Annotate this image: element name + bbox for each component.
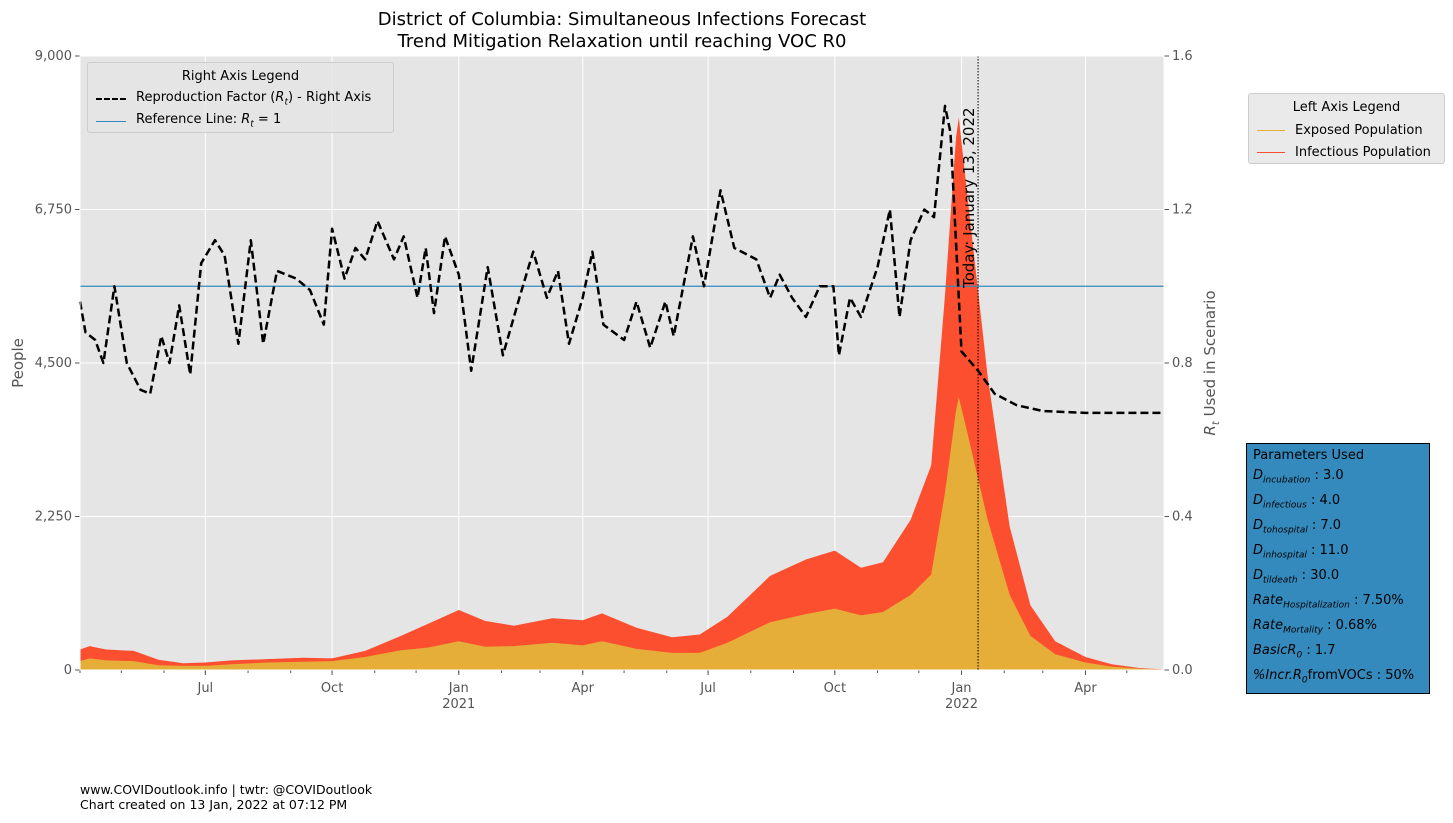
parameter-value: fromVOCs : 50% [1307,668,1415,684]
exposed-area [80,397,1164,670]
parameter-value: : 7.0 [1307,517,1342,533]
legend-label-infectious: Infectious Population [1295,144,1431,160]
parameter-subscript: 0 [1296,650,1303,661]
infectious-swatch-icon [1257,151,1285,153]
parameter-subscript: tildeath [1263,575,1298,586]
x-tick-year-label: 2021 [442,697,475,712]
y-right-tick-label: 0.0 [1172,663,1193,678]
parameters-box: Parameters Used Dincubation : 3.0 Dinfect… [1246,443,1430,695]
infectious-area [80,117,1164,670]
line-series [78,104,1164,415]
parameter-row: Dincubation : 3.0 [1253,466,1423,491]
parameter-symbol: D [1253,542,1264,558]
parameter-value: : 3.0 [1310,467,1344,483]
y-right-tick-label: 1.6 [1172,49,1193,64]
area-series [80,117,1164,670]
parameter-value: : 11.0 [1306,542,1349,558]
dashed-line-swatch-icon [96,98,126,100]
legend-label-reference: Reference Line: Rt = 1 [136,112,282,130]
parameter-subscript: incubation [1263,475,1311,486]
y-right-tick-label: 0.8 [1172,356,1193,371]
solid-line-swatch-icon [96,120,126,122]
left-axis-legend: Left Axis Legend Exposed Population Infe… [1248,93,1445,164]
parameter-row: %Incr.R0fromVOCs : 50% [1253,666,1423,691]
parameter-symbol: D [1253,492,1264,508]
parameter-symbol: Rate [1253,592,1284,608]
footer: www.COVIDoutlook.info | twtr: @COVIDoutl… [80,782,372,812]
parameter-row: Dtildeath : 30.0 [1253,566,1423,591]
plot-frame [79,55,1165,671]
footer-site: www.COVIDoutlook.info | twtr: @COVIDoutl… [80,782,373,797]
today-marker: Today: January 13, 2022 [960,56,979,670]
parameter-symbol: D [1253,567,1264,583]
x-tick-label: Apr [1074,681,1097,696]
y-left-tick-label: 2,250 [35,510,72,525]
parameter-value: : 0.68% [1322,618,1377,634]
x-tick-label: Jul [699,681,716,696]
right-axis-legend: Right Axis Legend Reproduction Factor (R… [87,62,394,133]
parameter-value: : 7.50% [1349,592,1404,608]
parameter-value: : 30.0 [1297,567,1340,583]
y-right-tick-label: 0.4 [1172,510,1193,525]
chart-subtitle: Trend Mitigation Relaxation until reachi… [397,31,847,52]
parameter-row: Dinfectious : 4.0 [1253,491,1423,516]
footer-created: Chart created on 13 Jan, 2022 at 07:12 P… [80,797,348,812]
chart-title: District of Columbia: Simultaneous Infec… [378,9,866,30]
exposed-swatch-icon [1257,129,1285,131]
parameter-subscript: Hospitalization [1283,600,1350,611]
parameter-symbol: BasicR [1253,643,1297,659]
x-tick-label: Oct [824,681,846,696]
parameter-value: : 1.7 [1302,643,1336,659]
parameter-symbol: %Incr.R [1253,668,1302,684]
parameter-subscript: 0 [1301,675,1308,686]
y-left-tick-label: 6,750 [35,203,72,218]
parameter-subscript: tohospital [1263,525,1308,536]
parameter-subscript: infectious [1263,500,1307,511]
legend-item-reference: Reference Line: Rt = 1 [88,110,393,132]
axes: 0 2,250 4,500 6,750 9,000 0.0 0.4 0.8 1.2 1.6 Jul O… [35,49,1193,712]
rt-line [78,104,1164,415]
y-axis-left-label: People [9,338,27,388]
x-tick-label: Jul [196,681,213,696]
legend-label-rt: Reproduction Factor (Rt) - Right Axis [136,90,372,108]
y-right-tick-label: 1.2 [1172,203,1193,218]
x-tick-label: Oct [321,681,343,696]
parameters-list: Dincubation : 3.0 Dinfectious : 4.0 Dtohos… [1253,466,1423,692]
parameter-subscript: inhospital [1263,550,1307,561]
x-tick-label: Jan [951,681,972,696]
x-tick-year-label: 2022 [945,697,978,712]
x-tick-label: Jan [448,681,469,696]
legend-item-infectious: Infectious Population [1249,141,1444,163]
parameters-title: Parameters Used [1253,448,1365,463]
parameter-row: Dinhospital : 11.0 [1253,541,1423,566]
legend-item-exposed: Exposed Population [1249,119,1444,141]
legend-item-rt: Reproduction Factor (Rt) - Right Axis [88,88,393,110]
parameter-symbol: Rate [1253,618,1284,634]
y-left-tick-label: 9,000 [35,49,72,64]
y-left-tick-label: 4,500 [35,356,72,371]
y-left-tick-label: 0 [64,663,72,678]
y-axis-right-label: Rt Used in Scenario [1201,290,1222,435]
parameter-row: BasicR0 : 1.7 [1253,641,1423,666]
parameter-subscript: Mortality [1283,625,1323,636]
parameter-symbol: D [1253,467,1264,483]
x-tick-label: Apr [571,681,594,696]
legend-label-exposed: Exposed Population [1295,122,1423,138]
right-legend-title: Right Axis Legend [181,69,300,84]
parameter-row: RateHospitalization : 7.50% [1253,591,1423,616]
parameter-row: Dtohospital : 7.0 [1253,516,1423,541]
parameter-symbol: D [1253,517,1264,533]
today-label: Today: January 13, 2022 [960,107,978,289]
parameter-row: RateMortality : 0.68% [1253,616,1423,641]
left-legend-title: Left Axis Legend [1292,100,1401,115]
parameter-value: : 4.0 [1306,492,1341,508]
